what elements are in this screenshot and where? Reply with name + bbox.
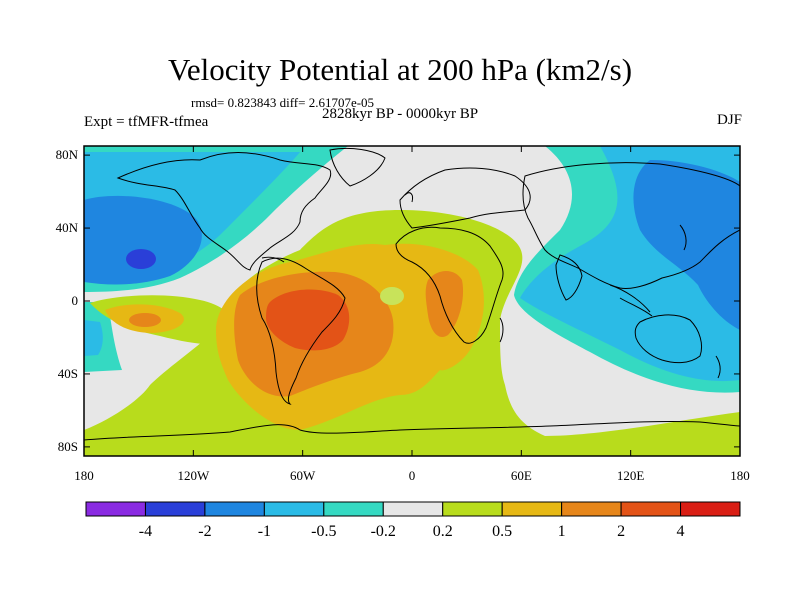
coast-madagascar <box>499 317 504 343</box>
coast-asia <box>522 162 740 289</box>
colorbar-swatch <box>680 501 741 517</box>
contour-neg-1-southwest <box>84 320 103 356</box>
x-tick-label: 0 <box>408 468 416 483</box>
y-tick-label: 40S <box>57 365 78 381</box>
colorbar-swatch <box>442 501 503 517</box>
coast-southeast-asia <box>609 284 653 317</box>
colorbar-label: -2 <box>198 523 212 540</box>
y-tick-label: 80N <box>55 147 78 163</box>
colorbar-swatch <box>561 501 622 517</box>
x-tick-label: 60W <box>290 468 316 483</box>
contour-neg-4-pacific-center <box>126 249 156 269</box>
contour-pos-1-africa <box>425 271 464 338</box>
colorbar-swatch <box>263 501 325 517</box>
colorbar-label: 0.2 <box>432 523 453 540</box>
colorbar-label: -1 <box>257 523 272 540</box>
y-tick-label: 0 <box>71 293 79 308</box>
time-period: 2828kyr BP - 0000kyr BP <box>322 106 479 122</box>
contour-neg-2-east <box>633 160 740 330</box>
y-tick-label: 80S <box>57 438 78 454</box>
colorbar-label: 2 <box>617 523 626 540</box>
colorbar-swatch <box>144 501 206 517</box>
contour-pos-2-southamerica <box>266 289 350 351</box>
coast-australia <box>634 314 703 364</box>
coast-caribbean <box>261 256 285 263</box>
colorbar-label: 4 <box>676 523 685 540</box>
x-tick-label: 120W <box>177 468 210 483</box>
colorbar-label: -0.5 <box>311 523 337 540</box>
colorbar <box>85 501 741 517</box>
season-label: DJF <box>716 112 742 128</box>
colorbar-swatch <box>501 501 563 517</box>
coast-africa <box>395 226 504 344</box>
x-tick-label: 180 <box>730 468 750 483</box>
coast-uk <box>404 192 413 203</box>
coastlines <box>84 147 740 441</box>
axis-ticks <box>83 146 741 456</box>
x-tick-label: 180 <box>74 468 94 483</box>
colorbar-swatch <box>620 501 682 517</box>
contour-pos-1-pacific <box>129 313 161 327</box>
y-tick-label: 40N <box>55 220 78 236</box>
coast-india <box>555 254 583 301</box>
contour-fill-layer <box>84 146 740 456</box>
colorbar-label: 1 <box>557 523 566 540</box>
colorbar-swatch <box>85 501 146 517</box>
colorbar-swatch <box>382 501 444 517</box>
colorbar-label: -4 <box>138 523 153 540</box>
coast-new-zealand <box>715 355 721 379</box>
x-tick-label: 60E <box>510 468 532 483</box>
colorbar-label: 0.5 <box>492 523 513 540</box>
coast-antarctica <box>84 420 740 441</box>
colorbar-swatch <box>323 501 384 517</box>
plot-title: Velocity Potential at 200 hPa (km2/s) <box>167 52 633 87</box>
contour-neutral-tropical-atlantic <box>380 287 404 305</box>
coast-greenland <box>329 147 386 187</box>
rmsd-diff-stats: rmsd= 0.823843 diff= 2.61707e-05 <box>191 95 375 110</box>
experiment-label: Expt = tfMFR-tfmea <box>84 114 209 130</box>
coast-japan <box>679 224 687 251</box>
colorbar-swatch <box>204 501 265 517</box>
contour-neg-2-northwest <box>84 195 202 285</box>
coast-south-america <box>256 257 346 405</box>
coast-north-america <box>116 152 332 271</box>
x-tick-label: 120E <box>616 468 645 483</box>
colorbar-label: -0.2 <box>370 523 396 540</box>
